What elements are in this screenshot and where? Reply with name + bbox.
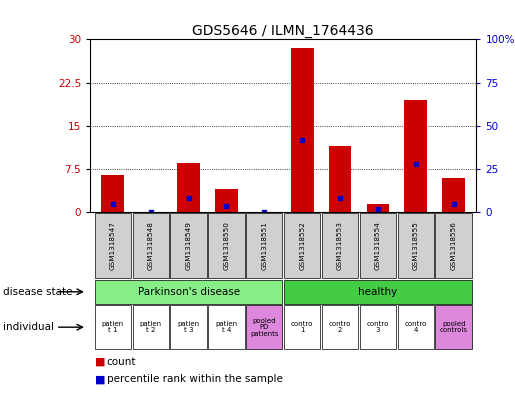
Bar (170, 305, 207, 349)
Bar (101, 175, 124, 212)
Text: pooled
controls: pooled controls (440, 321, 468, 333)
Text: patien
t 3: patien t 3 (178, 321, 200, 333)
Text: GSM1318552: GSM1318552 (299, 221, 305, 270)
Bar (132, 213, 169, 278)
Bar (246, 305, 283, 349)
Bar (95, 279, 283, 304)
Bar (436, 305, 472, 349)
Bar (436, 213, 472, 278)
Bar (284, 305, 320, 349)
Bar (322, 213, 358, 278)
Text: disease state: disease state (3, 287, 72, 297)
Text: GSM1318553: GSM1318553 (337, 221, 343, 270)
Bar (367, 204, 389, 212)
Bar (95, 305, 131, 349)
Bar (170, 213, 207, 278)
Bar (442, 178, 465, 212)
Bar (246, 213, 283, 278)
Bar (322, 305, 358, 349)
Text: GSM1318556: GSM1318556 (451, 221, 457, 270)
Text: count: count (107, 356, 136, 367)
Text: GSM1318551: GSM1318551 (261, 221, 267, 270)
Bar (284, 213, 320, 278)
Text: ■: ■ (95, 374, 106, 384)
Bar (95, 213, 131, 278)
Text: individual: individual (3, 322, 54, 332)
Bar (329, 146, 351, 212)
Bar (177, 163, 200, 212)
Text: patien
t 2: patien t 2 (140, 321, 162, 333)
Text: GSM1318550: GSM1318550 (224, 221, 230, 270)
Bar (291, 48, 314, 212)
Text: pooled
PD
patients: pooled PD patients (250, 318, 279, 337)
Bar (360, 305, 396, 349)
Text: contro
2: contro 2 (329, 321, 351, 333)
Title: GDS5646 / ILMN_1764436: GDS5646 / ILMN_1764436 (193, 24, 374, 38)
Text: patien
t 1: patien t 1 (102, 321, 124, 333)
Text: contro
4: contro 4 (405, 321, 427, 333)
Bar (360, 213, 396, 278)
Text: patien
t 4: patien t 4 (215, 321, 237, 333)
Bar (215, 189, 238, 212)
Bar (132, 305, 169, 349)
Text: GSM1318549: GSM1318549 (185, 221, 192, 270)
Bar (398, 213, 434, 278)
Text: contro
3: contro 3 (367, 321, 389, 333)
Text: ■: ■ (95, 356, 106, 367)
Text: healthy: healthy (358, 287, 398, 297)
Bar (398, 305, 434, 349)
Text: percentile rank within the sample: percentile rank within the sample (107, 374, 283, 384)
Text: GSM1318547: GSM1318547 (110, 221, 116, 270)
Bar (208, 305, 245, 349)
Text: GSM1318548: GSM1318548 (148, 221, 153, 270)
Text: GSM1318555: GSM1318555 (413, 221, 419, 270)
Bar (284, 279, 472, 304)
Text: GSM1318554: GSM1318554 (375, 221, 381, 270)
Bar (208, 213, 245, 278)
Bar (404, 100, 427, 212)
Text: Parkinson's disease: Parkinson's disease (138, 287, 239, 297)
Text: contro
1: contro 1 (291, 321, 313, 333)
